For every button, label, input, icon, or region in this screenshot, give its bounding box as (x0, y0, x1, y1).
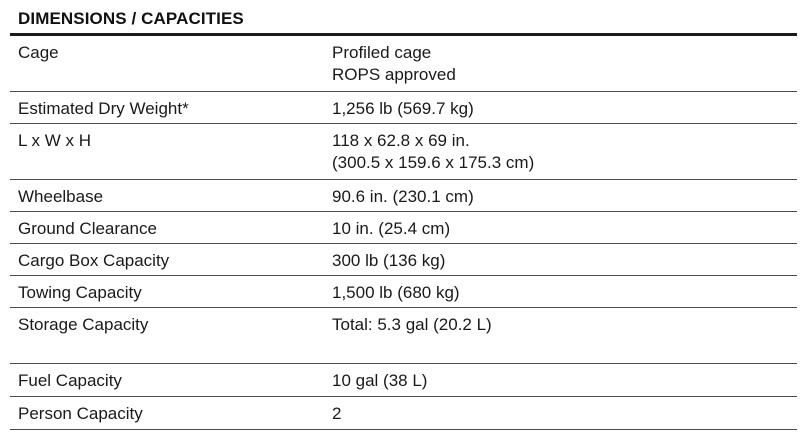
spec-row-dry-weight: Estimated Dry Weight* 1,256 lb (569.7 kg… (10, 92, 797, 124)
spec-value-line: 1,500 lb (680 kg) (332, 283, 460, 302)
spec-row-storage: Storage Capacity Total: 5.3 gal (20.2 L) (10, 308, 797, 364)
spec-value: 118 x 62.8 x 69 in. (300.5 x 159.6 x 175… (332, 130, 534, 174)
spec-label: Cage (18, 43, 59, 62)
spec-label: Storage Capacity (18, 315, 149, 334)
spec-value: 2 (332, 403, 341, 425)
spec-label: Ground Clearance (18, 219, 157, 238)
spec-value-line: 10 in. (25.4 cm) (332, 219, 451, 238)
spec-row-person: Person Capacity 2 (10, 397, 797, 430)
spec-value-line: 1,256 lb (569.7 kg) (332, 99, 474, 118)
spec-label: Estimated Dry Weight* (18, 99, 189, 118)
spec-value-line: 10 gal (38 L) (332, 371, 428, 390)
spec-value: Total: 5.3 gal (20.2 L) (332, 314, 492, 336)
spec-value: 10 in. (25.4 cm) (332, 218, 450, 240)
spec-label: Fuel Capacity (18, 371, 122, 390)
spec-value-line: (300.5 x 159.6 x 175.3 cm) (332, 153, 535, 172)
section-title: DIMENSIONS / CAPACITIES (18, 9, 244, 28)
spec-value: 1,256 lb (569.7 kg) (332, 98, 474, 120)
spec-value: 1,500 lb (680 kg) (332, 282, 460, 304)
spec-label: Towing Capacity (18, 283, 142, 302)
spec-row-cage: Cage Profiled cage ROPS approved (10, 36, 797, 92)
spec-label: Cargo Box Capacity (18, 251, 170, 270)
spec-table: Cage Profiled cage ROPS approved Estimat… (10, 36, 797, 430)
spec-value-line: 118 x 62.8 x 69 in. (332, 131, 470, 150)
spec-row-towing: Towing Capacity 1,500 lb (680 kg) (10, 276, 797, 308)
spec-row-fuel: Fuel Capacity 10 gal (38 L) (10, 364, 797, 397)
spec-value: 300 lb (136 kg) (332, 250, 445, 272)
spec-row-ground-clearance: Ground Clearance 10 in. (25.4 cm) (10, 212, 797, 244)
spec-label: Wheelbase (18, 187, 104, 206)
spec-value: 10 gal (38 L) (332, 370, 427, 392)
spec-value: Profiled cage ROPS approved (332, 42, 456, 86)
spec-value-line: Profiled cage (332, 43, 432, 62)
spec-row-cargo-box: Cargo Box Capacity 300 lb (136 kg) (10, 244, 797, 276)
spec-row-dimensions: L x W x H 118 x 62.8 x 69 in. (300.5 x 1… (10, 124, 797, 180)
spec-row-wheelbase: Wheelbase 90.6 in. (230.1 cm) (10, 180, 797, 212)
spec-value-line: Total: 5.3 gal (20.2 L) (332, 315, 492, 334)
spec-value: 90.6 in. (230.1 cm) (332, 186, 474, 208)
spec-value-line: ROPS approved (332, 65, 456, 84)
spec-value-line: 2 (332, 404, 342, 423)
spec-value-line: 300 lb (136 kg) (332, 251, 446, 270)
spec-value-line: 90.6 in. (230.1 cm) (332, 187, 474, 206)
spec-label: L x W x H (18, 131, 92, 150)
spec-label: Person Capacity (18, 404, 143, 423)
title-divider (10, 33, 797, 36)
